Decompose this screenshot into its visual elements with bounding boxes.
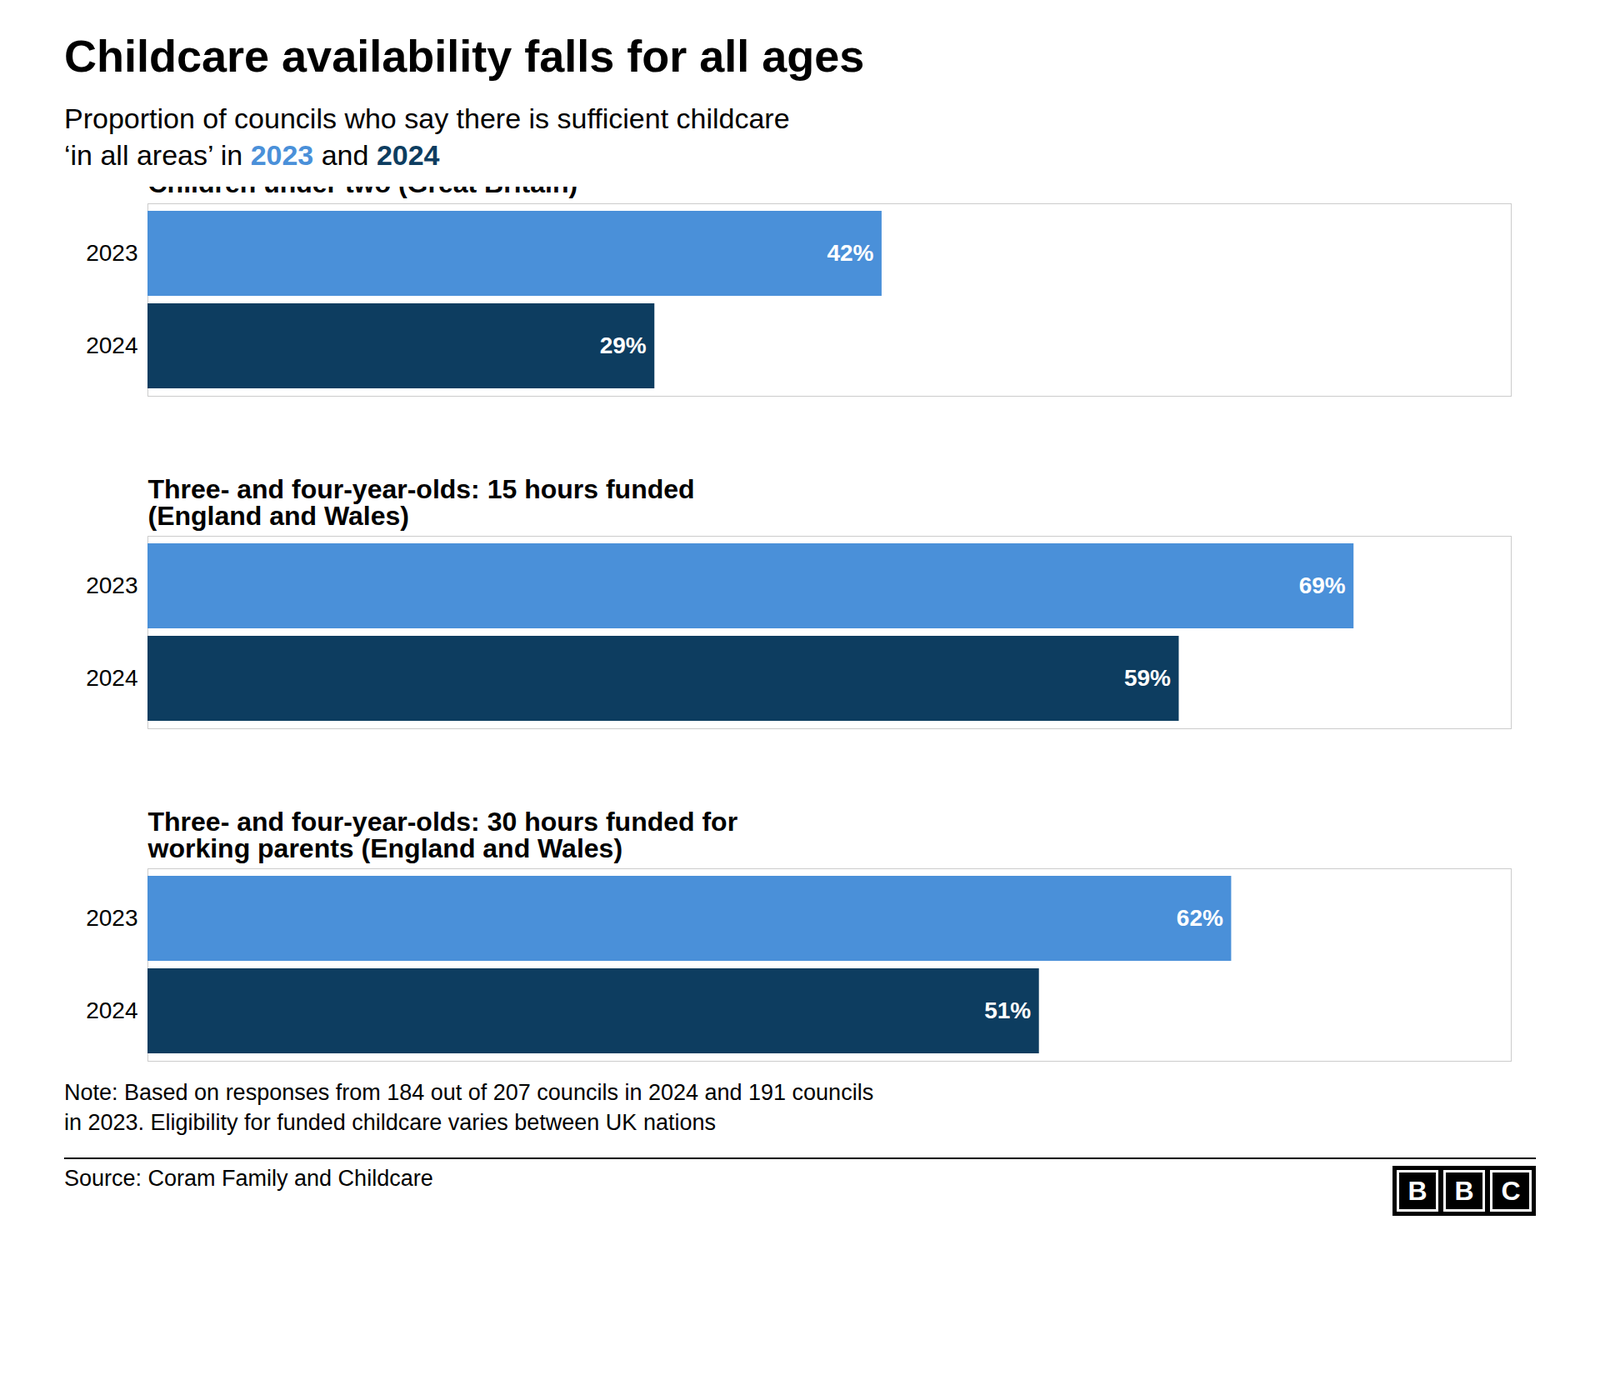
html-text:B: B — [1407, 1175, 1428, 1206]
svg-text:62%: 62% — [1176, 905, 1224, 932]
svg-text:42%: 42% — [826, 240, 874, 267]
svg-text:Children under two (Great Brit: Children under two (Great Britain) — [148, 186, 579, 199]
svg-text:2024: 2024 — [85, 665, 138, 692]
svg-text:Three- and four-year-olds: 30: Three- and four-year-olds: 30 hours fund… — [147, 806, 739, 864]
svg-text:2023: 2023 — [85, 240, 138, 267]
html-text:Childcare availability falls f: Childcare availability falls for all age… — [64, 30, 865, 81]
svg-text:2023: 2023 — [85, 905, 138, 932]
html-text:Source: Coram Family and Child: Source: Coram Family and Childcare — [64, 1165, 434, 1191]
html-text:‘in all areas’ in 2023 and 202: ‘in all areas’ in 2023 and 2024 — [64, 139, 440, 172]
svg-text:29%: 29% — [600, 333, 647, 360]
svg-text:2023: 2023 — [85, 573, 138, 600]
svg-text:2024: 2024 — [85, 998, 138, 1025]
html-text:Note: Based on responses from: Note: Based on responses from 184 out of… — [64, 1080, 874, 1135]
svg-text:Three- and four-year-olds: 15: Three- and four-year-olds: 15 hours fund… — [148, 474, 695, 531]
svg-text:59%: 59% — [1124, 665, 1171, 692]
html-text:C: C — [1501, 1175, 1521, 1206]
html-text:B: B — [1454, 1175, 1474, 1206]
svg-text:2024: 2024 — [85, 333, 138, 360]
html-text:Proportion of councils who say: Proportion of councils who say there is … — [64, 102, 790, 135]
svg-text:51%: 51% — [984, 998, 1031, 1025]
svg-text:69%: 69% — [1299, 573, 1346, 600]
